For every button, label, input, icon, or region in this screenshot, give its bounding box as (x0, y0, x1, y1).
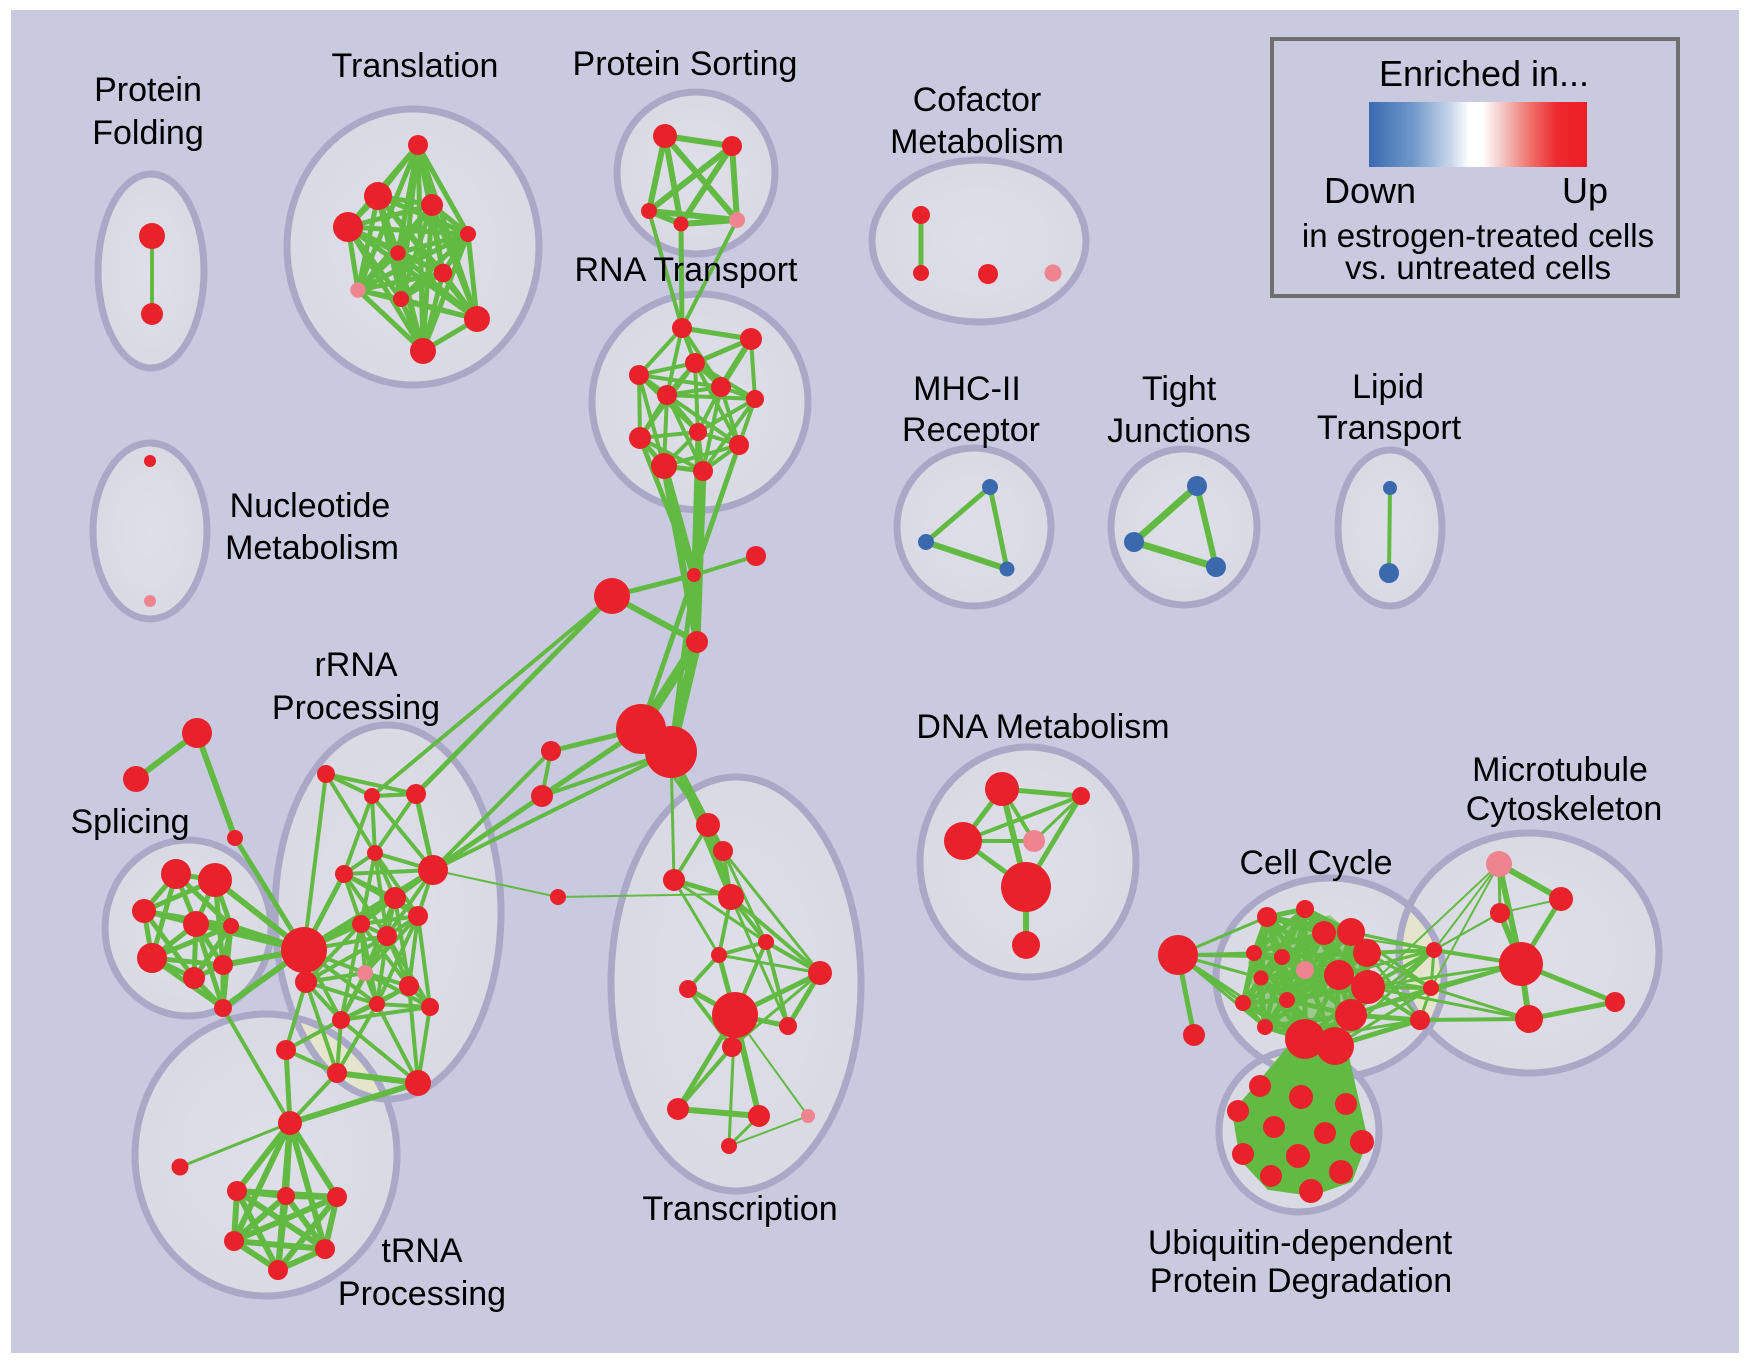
svg-text:DNA Metabolism: DNA Metabolism (916, 708, 1169, 746)
svg-text:Junctions: Junctions (1107, 412, 1251, 450)
svg-text:Protein: Protein (94, 71, 202, 109)
svg-text:Processing: Processing (338, 1275, 506, 1313)
svg-text:Processing: Processing (272, 689, 440, 727)
svg-text:MHC-II: MHC-II (913, 370, 1021, 408)
svg-text:Microtubule: Microtubule (1472, 751, 1648, 789)
svg-text:Enriched in...: Enriched in... (1379, 53, 1589, 94)
svg-text:Cell Cycle: Cell Cycle (1239, 844, 1392, 882)
svg-text:Transcription: Transcription (642, 1190, 837, 1228)
svg-text:RNA Transport: RNA Transport (575, 251, 799, 289)
svg-text:Cytoskeleton: Cytoskeleton (1466, 790, 1663, 828)
svg-text:Cofactor: Cofactor (913, 81, 1042, 119)
svg-text:Tight: Tight (1142, 370, 1217, 408)
svg-text:tRNA: tRNA (381, 1232, 463, 1270)
svg-text:Translation: Translation (332, 47, 499, 85)
svg-text:Splicing: Splicing (70, 803, 189, 841)
svg-text:Lipid: Lipid (1352, 368, 1424, 406)
svg-text:Down: Down (1324, 170, 1416, 211)
svg-text:Nucleotide: Nucleotide (230, 487, 391, 525)
svg-text:rRNA: rRNA (314, 646, 397, 684)
svg-text:in estrogen-treated cells: in estrogen-treated cells (1302, 217, 1654, 254)
svg-text:Ubiquitin-dependent: Ubiquitin-dependent (1148, 1224, 1453, 1262)
svg-text:Receptor: Receptor (902, 411, 1040, 449)
svg-text:Metabolism: Metabolism (225, 529, 399, 567)
svg-text:Up: Up (1562, 170, 1608, 211)
svg-text:vs. untreated cells: vs. untreated cells (1345, 249, 1611, 286)
svg-text:Protein Degradation: Protein Degradation (1150, 1262, 1452, 1300)
svg-text:Folding: Folding (92, 114, 204, 152)
svg-text:Protein Sorting: Protein Sorting (573, 45, 798, 83)
svg-text:Transport: Transport (1317, 409, 1462, 447)
svg-text:Metabolism: Metabolism (890, 123, 1064, 161)
